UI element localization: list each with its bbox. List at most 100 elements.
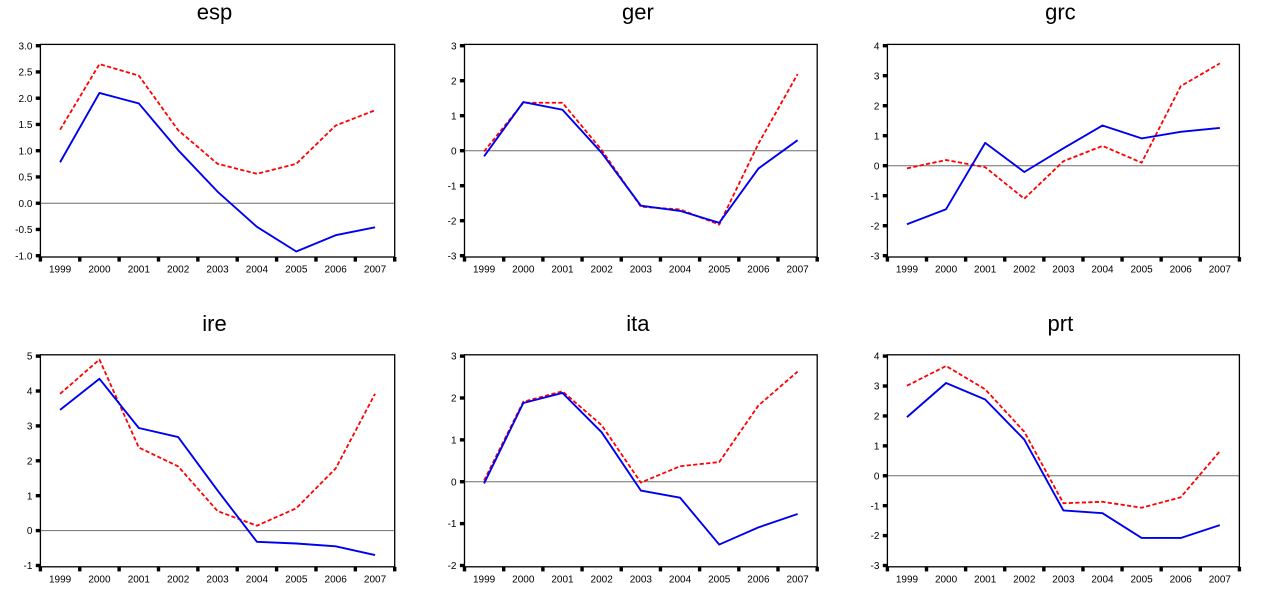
svg-text:3: 3 [451,41,457,52]
svg-text:1999: 1999 [473,574,496,585]
svg-text:2000: 2000 [88,265,111,276]
svg-text:2006: 2006 [1170,574,1193,585]
svg-text:2000: 2000 [512,265,535,276]
svg-text:2006: 2006 [747,574,770,585]
svg-text:1: 1 [451,111,457,122]
svg-text:2003: 2003 [630,574,653,585]
svg-text:-3: -3 [870,251,879,262]
svg-text:2003: 2003 [206,265,229,276]
svg-text:2005: 2005 [285,574,308,585]
svg-text:-1: -1 [870,191,879,202]
svg-text:2001: 2001 [551,265,574,276]
svg-text:4: 4 [874,41,880,52]
svg-text:-1: -1 [448,519,457,530]
svg-text:2002: 2002 [1013,574,1036,585]
svg-text:2000: 2000 [88,574,111,585]
svg-text:-3: -3 [870,561,879,572]
svg-text:2003: 2003 [1052,574,1075,585]
svg-text:1: 1 [874,131,880,142]
svg-text:1.5: 1.5 [18,120,32,131]
svg-text:2004: 2004 [1091,574,1114,585]
svg-text:ire: ire [202,311,226,336]
svg-text:3: 3 [27,422,33,433]
svg-text:2: 2 [874,101,880,112]
svg-text:2002: 2002 [1013,265,1036,276]
svg-text:2.5: 2.5 [18,68,32,79]
svg-text:0.5: 0.5 [18,173,32,184]
svg-text:1999: 1999 [896,574,919,585]
svg-text:2: 2 [451,76,457,87]
svg-text:2004: 2004 [1091,265,1114,276]
svg-text:-1: -1 [870,501,879,512]
svg-text:2001: 2001 [974,265,997,276]
svg-text:0: 0 [451,146,457,157]
svg-text:4: 4 [874,352,880,363]
svg-text:2005: 2005 [1130,265,1153,276]
svg-text:0.0: 0.0 [18,199,32,210]
svg-text:-3: -3 [448,251,457,262]
svg-text:4: 4 [27,387,33,398]
svg-text:-2: -2 [448,216,457,227]
svg-text:2: 2 [27,456,33,467]
svg-text:esp: esp [197,0,232,25]
svg-text:1999: 1999 [473,265,496,276]
svg-text:2007: 2007 [786,265,809,276]
svg-text:1: 1 [27,491,33,502]
svg-text:-1.0: -1.0 [15,251,33,262]
svg-text:grc: grc [1045,0,1076,25]
svg-text:2001: 2001 [128,265,151,276]
svg-text:3: 3 [874,71,880,82]
svg-text:-0.5: -0.5 [15,225,33,236]
svg-text:-2: -2 [448,561,457,572]
svg-text:5: 5 [27,352,33,363]
svg-text:3.0: 3.0 [18,41,32,52]
svg-text:2007: 2007 [1209,574,1232,585]
svg-text:2003: 2003 [1052,265,1075,276]
svg-text:2000: 2000 [935,574,958,585]
svg-text:-2: -2 [870,221,879,232]
svg-text:2003: 2003 [630,265,653,276]
svg-text:2005: 2005 [708,574,731,585]
svg-text:2007: 2007 [1209,265,1232,276]
svg-text:0: 0 [874,161,880,172]
svg-text:3: 3 [874,382,880,393]
svg-text:2007: 2007 [786,574,809,585]
svg-text:2004: 2004 [246,265,269,276]
svg-text:2000: 2000 [935,265,958,276]
svg-text:2006: 2006 [325,574,348,585]
svg-text:1999: 1999 [49,265,72,276]
svg-text:2007: 2007 [364,574,387,585]
svg-text:2001: 2001 [551,574,574,585]
svg-text:2005: 2005 [285,265,308,276]
svg-text:2001: 2001 [128,574,151,585]
svg-text:2005: 2005 [708,265,731,276]
svg-text:2003: 2003 [206,574,229,585]
svg-text:3: 3 [451,352,457,363]
svg-text:-2: -2 [870,531,879,542]
svg-text:-1: -1 [448,181,457,192]
svg-text:-1: -1 [23,561,32,572]
svg-text:1999: 1999 [896,265,919,276]
svg-text:0: 0 [451,477,457,488]
svg-text:2002: 2002 [167,574,190,585]
svg-text:2006: 2006 [325,265,348,276]
svg-text:1: 1 [874,441,880,452]
svg-text:2006: 2006 [1170,265,1193,276]
svg-text:2001: 2001 [974,574,997,585]
svg-text:2007: 2007 [364,265,387,276]
svg-text:2004: 2004 [669,574,692,585]
svg-text:ita: ita [626,311,650,336]
svg-text:2004: 2004 [246,574,269,585]
svg-text:2: 2 [451,394,457,405]
svg-text:1: 1 [451,435,457,446]
svg-text:2002: 2002 [591,574,614,585]
svg-text:2005: 2005 [1130,574,1153,585]
svg-text:0: 0 [874,471,880,482]
svg-text:2.0: 2.0 [18,94,32,105]
svg-text:2000: 2000 [512,574,535,585]
svg-text:prt: prt [1048,311,1074,336]
svg-text:2002: 2002 [167,265,190,276]
svg-text:2: 2 [874,412,880,423]
svg-text:ger: ger [622,0,654,25]
svg-text:2006: 2006 [747,265,770,276]
